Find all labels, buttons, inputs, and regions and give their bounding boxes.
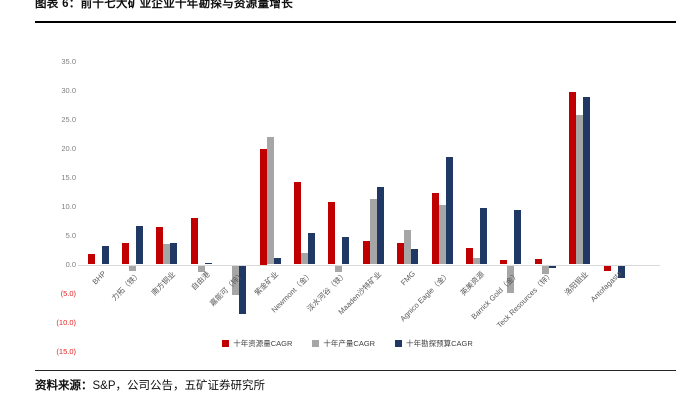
x-axis-label: FMG	[398, 269, 417, 288]
chart-bar	[156, 227, 164, 265]
legend-swatch	[312, 340, 320, 347]
chart-bar	[376, 186, 384, 265]
chart-bar	[232, 265, 240, 295]
legend-swatch	[395, 340, 403, 347]
x-axis-label: 洛阳钼业	[562, 269, 590, 298]
chart-bar	[445, 157, 453, 265]
legend-label: 十年产量CAGR	[323, 339, 376, 348]
chart-bar	[472, 257, 480, 265]
chart-bar	[101, 245, 109, 265]
chart-bar	[328, 201, 336, 265]
chart-bar	[507, 265, 515, 293]
chart-bar	[87, 254, 95, 265]
y-tick-label: (15.0)	[56, 347, 76, 356]
y-tick-label: 5.0	[65, 231, 76, 240]
chart-bar	[342, 237, 350, 265]
source-label: 资料来源：	[35, 380, 93, 392]
chart-bar	[266, 136, 274, 265]
chart-bar	[479, 208, 487, 265]
legend-item: 十年勘探预算CAGR	[395, 338, 473, 349]
x-axis-line	[78, 265, 660, 266]
y-tick-label: 25.0	[61, 115, 76, 124]
chart-bar	[514, 209, 522, 265]
legend-item: 十年产量CAGR	[312, 338, 375, 349]
y-tick-label: 0.0	[65, 260, 76, 269]
chart-bar	[190, 217, 198, 265]
legend-swatch	[222, 340, 230, 347]
y-tick-label: (5.0)	[60, 289, 76, 298]
source-divider-rule	[35, 370, 676, 371]
chart-bar	[163, 243, 171, 265]
chart-bar	[273, 257, 281, 265]
chart-bar	[583, 96, 591, 265]
chart-bar	[128, 265, 136, 271]
chart-bar	[404, 229, 412, 265]
chart-bar	[239, 265, 247, 315]
x-axis-label: 紫金矿业	[252, 269, 281, 298]
chart-bar	[465, 248, 473, 265]
y-tick-label: 35.0	[61, 57, 76, 66]
y-tick-label: 30.0	[61, 86, 76, 95]
chart-bar	[438, 205, 446, 265]
x-axis-label: Antofagasta	[588, 269, 624, 304]
source-text: S&P，公司公告，五矿证券研究所	[92, 380, 266, 392]
chart-bar	[548, 265, 556, 269]
chart-bar	[307, 232, 315, 265]
y-tick-label: (10.0)	[56, 318, 76, 327]
chart-bar	[362, 240, 370, 265]
chart-bar	[411, 248, 419, 265]
figure-title: 图表 6：前十七大矿业企业十年勘探与资源量增长	[35, 0, 293, 10]
chart-bar	[576, 114, 584, 265]
y-tick-label: 20.0	[61, 144, 76, 153]
chart-bar	[259, 148, 267, 265]
chart-bar	[431, 192, 439, 265]
chart-bar	[121, 243, 129, 265]
y-tick-label: 10.0	[61, 202, 76, 211]
chart-bar	[335, 265, 343, 273]
chart-bar	[541, 265, 549, 274]
chart-bar	[293, 181, 301, 265]
chart-bar	[603, 265, 611, 271]
x-axis-label: 力拓（铁）	[109, 269, 143, 303]
legend-item: 十年资源量CAGR	[222, 338, 292, 349]
chart-bar	[569, 91, 577, 265]
source-line: 资料来源：S&P，公司公告，五矿证券研究所	[35, 377, 265, 393]
x-axis-label: 英美资源	[458, 269, 487, 298]
legend-label: 十年勘探预算CAGR	[406, 339, 473, 348]
y-tick-label: 15.0	[61, 173, 76, 182]
chart-bar	[170, 243, 178, 265]
chart-bar	[204, 263, 212, 265]
chart-bar	[397, 243, 405, 265]
x-axis-label: 自由港	[188, 269, 212, 292]
chart-bar	[369, 198, 377, 265]
chart-bar	[617, 265, 625, 279]
chart-bar	[500, 259, 508, 265]
chart-bar	[534, 258, 542, 265]
chart-legend: 十年资源量CAGR 十年产量CAGR 十年勘探预算CAGR	[0, 338, 695, 349]
title-divider-rule	[35, 21, 676, 23]
x-axis-label: BHP	[90, 269, 108, 287]
chart-bar	[135, 226, 143, 265]
legend-label: 十年资源量CAGR	[233, 339, 293, 348]
chart-bar	[300, 252, 308, 265]
chart-bar	[197, 265, 205, 273]
x-axis-label: 南方铜业	[149, 269, 177, 298]
